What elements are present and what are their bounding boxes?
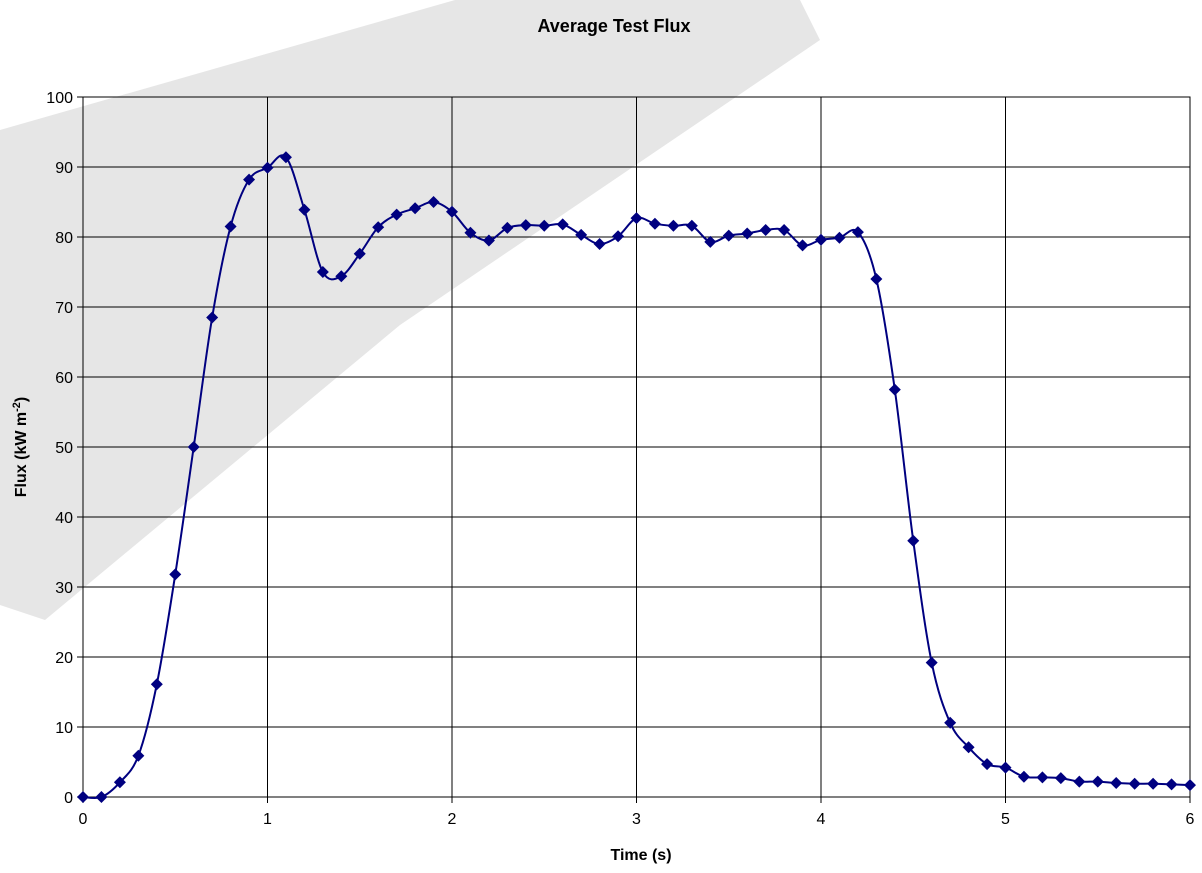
data-point-marker <box>815 233 827 246</box>
x-tick-label: 2 <box>448 811 457 828</box>
x-axis-ticks: 0 1 2 3 4 5 6 <box>79 797 1195 828</box>
y-axis-label-end: ) <box>13 397 30 402</box>
data-point-marker <box>648 217 661 230</box>
data-point-marker <box>612 230 625 243</box>
data-point-marker <box>593 238 606 250</box>
data-point-marker <box>556 218 569 231</box>
data-point-marker <box>944 716 957 729</box>
data-point-marker <box>704 235 717 248</box>
data-point-marker <box>446 205 458 218</box>
data-point-marker <box>851 226 864 239</box>
data-point-marker <box>833 231 846 244</box>
data-point-marker <box>741 227 754 240</box>
data-point-marker <box>298 203 311 216</box>
data-point-marker <box>243 173 256 186</box>
data-point-marker <box>187 441 200 453</box>
x-tick-label: 0 <box>79 811 88 828</box>
data-point-marker <box>630 212 643 225</box>
data-point-marker <box>667 219 680 232</box>
data-point-marker <box>888 383 901 396</box>
data-point-marker <box>353 247 366 260</box>
chart-title: Average Test Flux <box>537 16 690 36</box>
data-point-marker <box>1147 777 1160 790</box>
y-axis-label: Flux (kW m-2) <box>11 397 30 497</box>
series-markers <box>77 151 1196 803</box>
data-point-marker <box>1054 772 1067 785</box>
data-point-marker <box>95 791 108 803</box>
data-point-marker <box>316 266 329 278</box>
x-tick-label: 5 <box>1001 811 1010 828</box>
y-tick-label: 10 <box>55 720 73 737</box>
data-point-marker <box>335 270 348 283</box>
y-tick-label: 20 <box>55 650 73 667</box>
data-point-marker <box>685 219 698 232</box>
data-point-marker <box>372 221 385 234</box>
data-point-marker <box>722 229 735 242</box>
data-point-marker <box>538 219 551 232</box>
data-point-marker <box>1165 778 1178 791</box>
data-point-marker <box>519 219 532 232</box>
data-point-marker <box>1036 771 1049 784</box>
data-point-marker <box>482 234 495 247</box>
data-point-marker <box>1128 777 1141 790</box>
y-axis-label-superscript: -2 <box>11 402 23 412</box>
data-point-marker <box>150 678 163 691</box>
x-tick-label: 3 <box>632 811 641 828</box>
data-point-marker <box>224 220 237 233</box>
data-point-marker <box>925 656 938 669</box>
data-point-marker <box>113 776 126 789</box>
x-axis-label: Time (s) <box>610 847 671 864</box>
data-point-marker <box>464 226 477 239</box>
x-tick-label: 1 <box>263 811 272 828</box>
data-point-marker <box>132 749 145 762</box>
data-point-marker <box>759 224 772 236</box>
data-point-marker <box>796 239 809 252</box>
data-point-marker <box>1073 775 1086 788</box>
y-tick-label: 50 <box>55 440 73 457</box>
y-tick-label: 30 <box>55 580 73 597</box>
data-point-marker <box>907 534 920 547</box>
y-tick-label: 60 <box>55 370 73 387</box>
data-point-marker <box>409 202 422 215</box>
data-point-marker <box>77 791 89 803</box>
y-tick-label: 0 <box>64 790 73 807</box>
x-tick-label: 4 <box>817 811 826 828</box>
data-point-marker <box>261 161 274 174</box>
data-point-marker <box>981 758 994 771</box>
y-axis-ticks: 0 10 20 30 40 50 60 70 80 90 100 <box>46 90 83 807</box>
y-tick-label: 90 <box>55 160 73 177</box>
y-tick-label: 70 <box>55 300 73 317</box>
data-point-marker <box>962 741 975 754</box>
data-point-marker <box>1184 779 1196 792</box>
data-point-marker <box>206 311 219 324</box>
data-point-marker <box>501 221 514 234</box>
data-point-marker <box>870 273 883 285</box>
y-axis-label-main: Flux (kW m <box>13 412 30 497</box>
data-point-marker <box>390 208 403 221</box>
data-point-marker <box>1017 770 1030 783</box>
data-point-marker <box>427 196 440 208</box>
data-point-marker <box>279 151 292 164</box>
data-point-marker <box>1091 775 1104 788</box>
y-tick-label: 40 <box>55 510 73 527</box>
data-point-marker <box>1110 777 1123 789</box>
data-point-marker <box>169 568 182 581</box>
y-tick-label: 100 <box>46 90 73 107</box>
x-tick-label: 6 <box>1186 811 1195 828</box>
data-point-marker <box>999 761 1012 774</box>
y-tick-label: 80 <box>55 230 73 247</box>
data-point-marker <box>778 224 791 236</box>
data-point-marker <box>575 228 588 241</box>
watermark <box>0 0 820 620</box>
